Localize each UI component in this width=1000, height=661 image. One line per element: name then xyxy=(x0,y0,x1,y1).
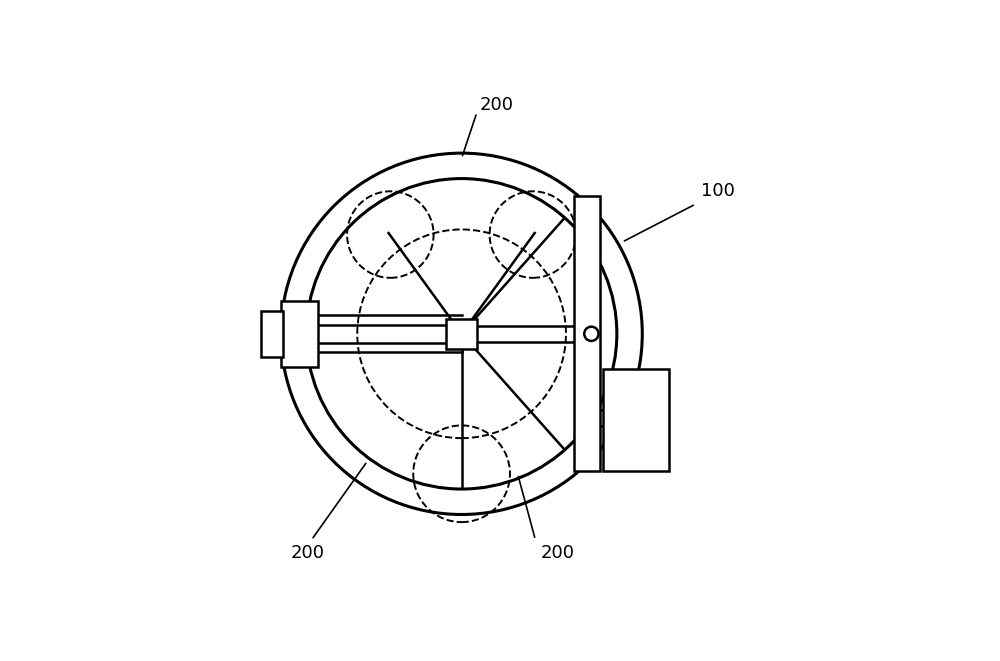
Bar xyxy=(574,196,600,471)
Text: 200: 200 xyxy=(291,543,325,562)
Bar xyxy=(281,301,318,367)
Bar xyxy=(261,311,283,357)
Bar xyxy=(446,319,477,349)
Text: 200: 200 xyxy=(479,96,513,114)
Bar xyxy=(603,369,669,471)
Text: 200: 200 xyxy=(540,543,574,562)
Circle shape xyxy=(306,178,617,489)
Circle shape xyxy=(281,153,642,514)
Text: 100: 100 xyxy=(701,182,735,200)
Circle shape xyxy=(584,327,599,341)
